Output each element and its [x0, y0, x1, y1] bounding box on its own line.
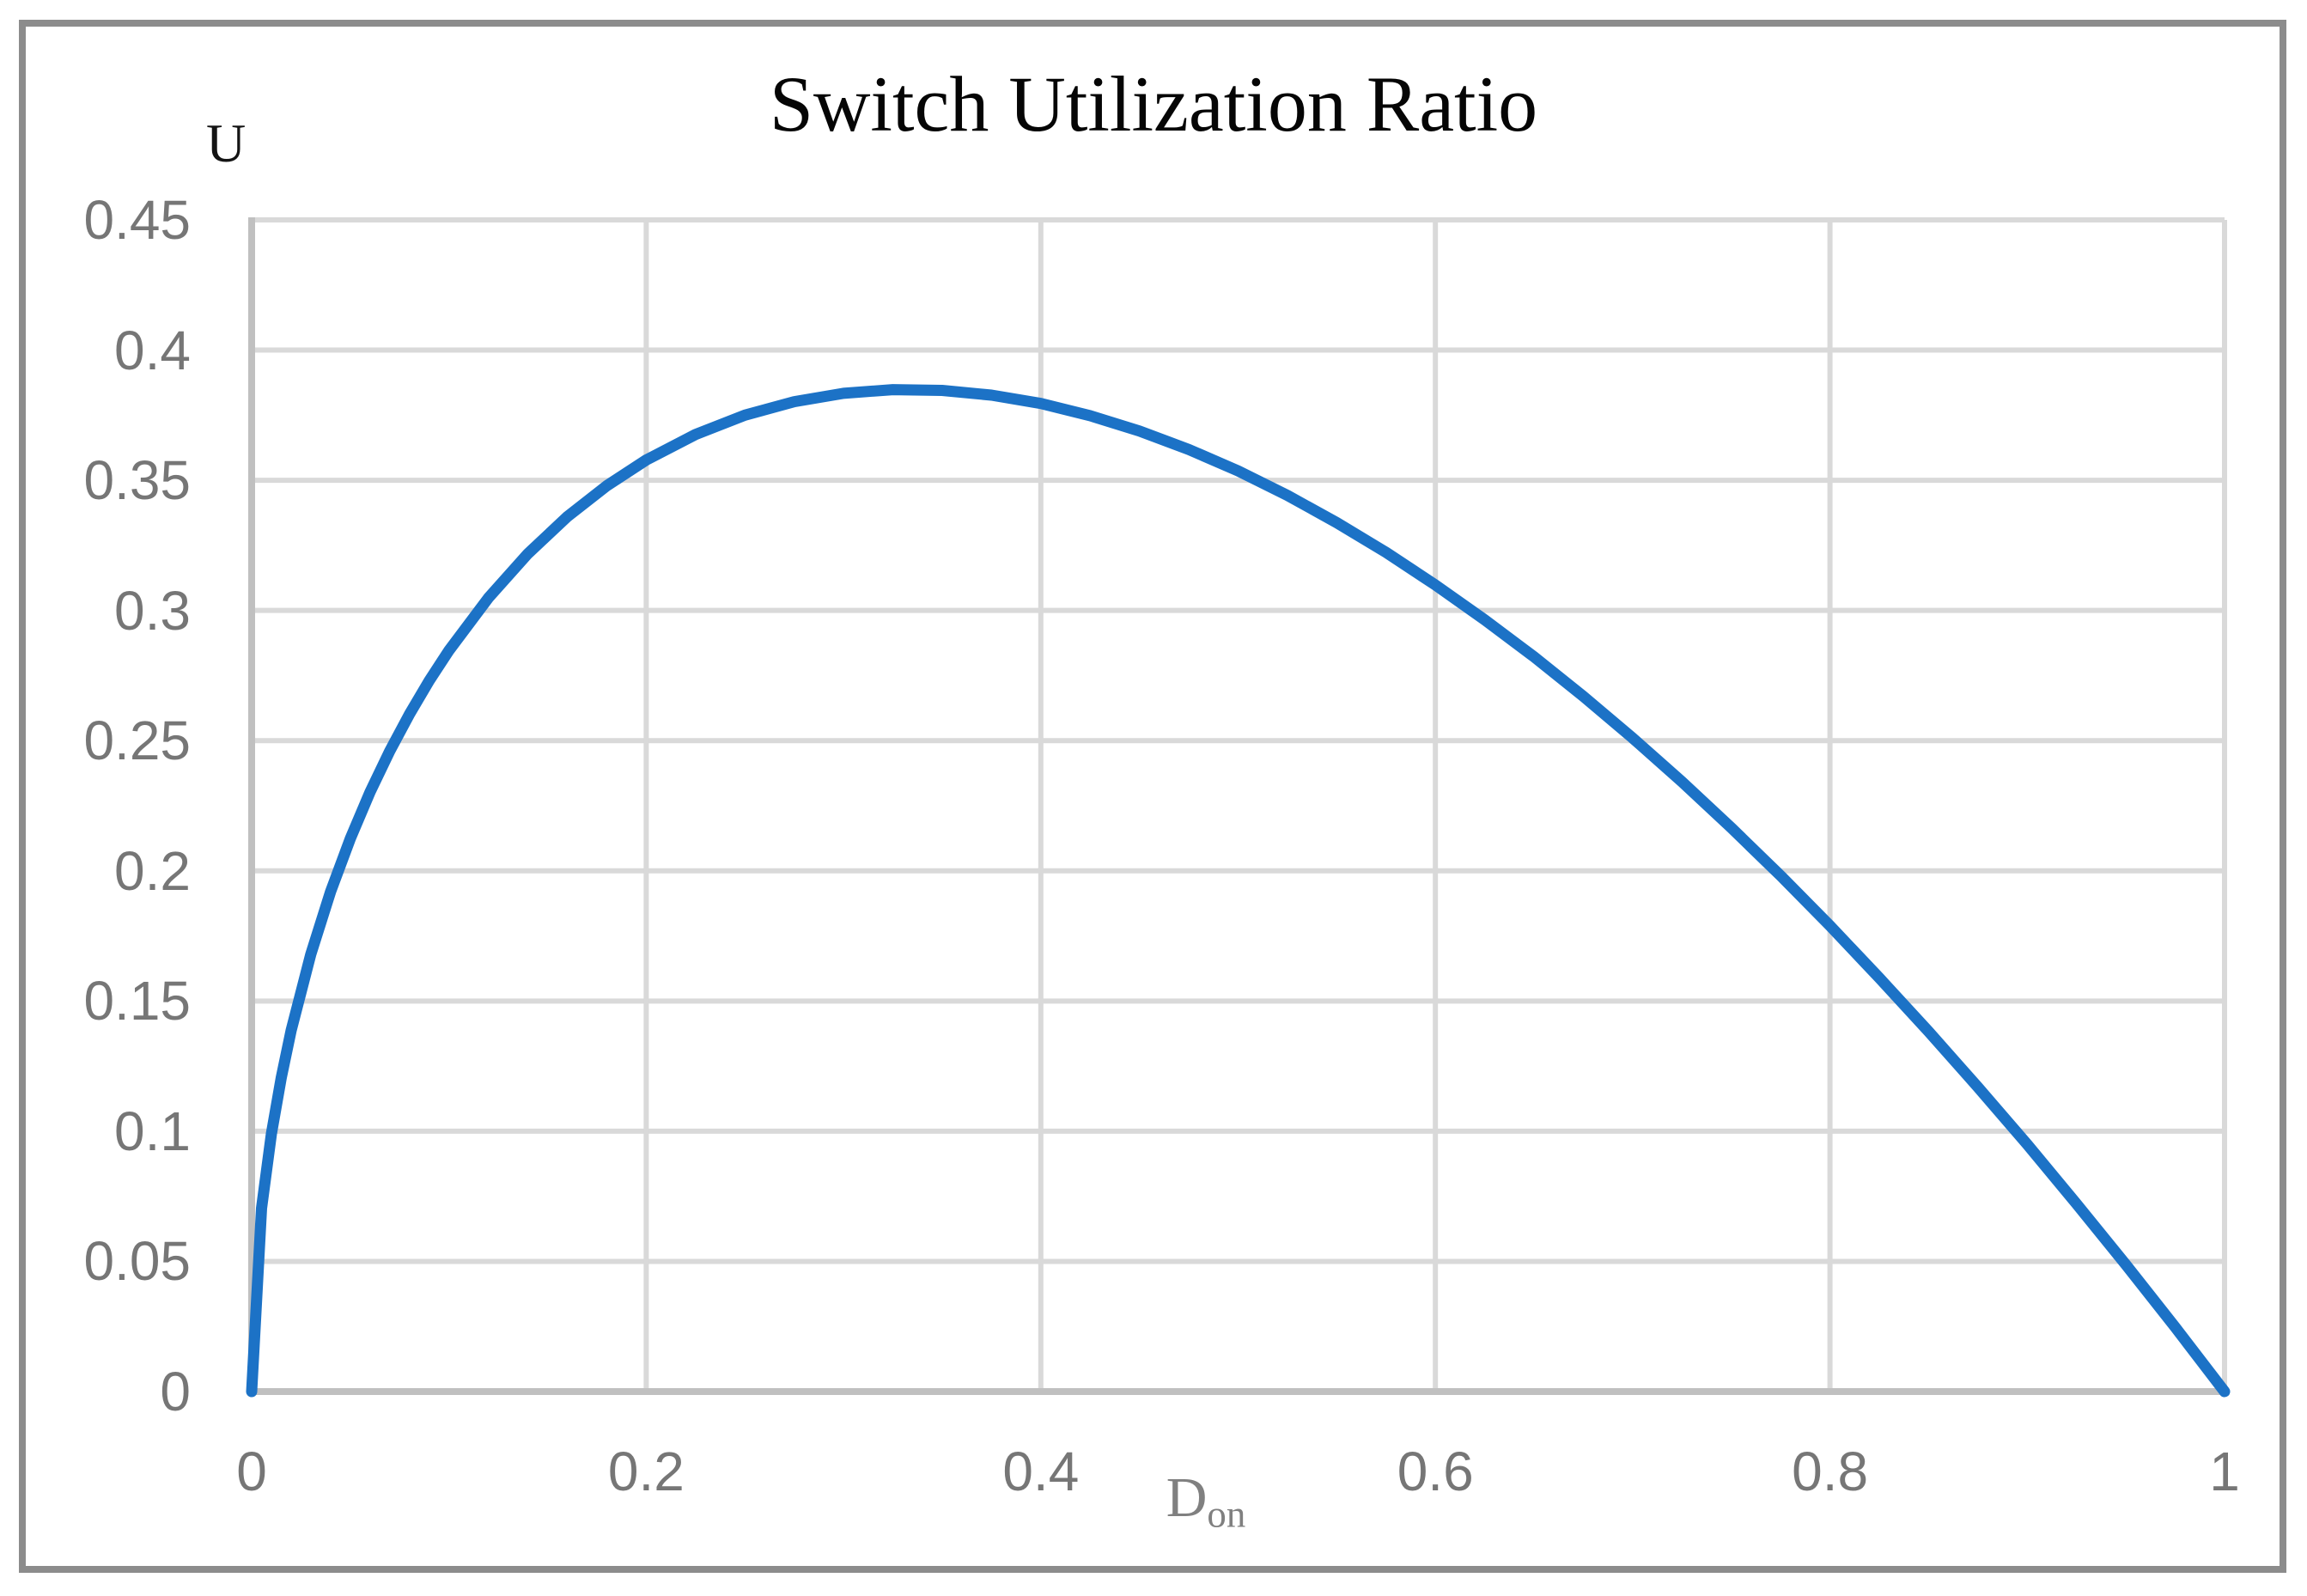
y-tick-label: 0.35	[83, 449, 191, 512]
x-tick-label: 0.6	[1397, 1441, 1474, 1502]
y-tick-label: 0.1	[114, 1100, 191, 1162]
x-tick-label: 0.8	[1792, 1441, 1869, 1502]
y-tick-label: 0.2	[114, 839, 191, 902]
x-axis-title: Don	[1166, 1465, 1246, 1537]
y-tick-label: 0.3	[114, 579, 191, 642]
y-tick-label: 0	[160, 1361, 191, 1422]
y-tick-label: 0.4	[114, 319, 191, 381]
x-axis-title-main: D	[1166, 1466, 1208, 1529]
x-tick-label: 0.4	[1002, 1441, 1080, 1502]
y-axis-title: U	[206, 113, 247, 174]
y-tick-label: 0.25	[83, 710, 191, 772]
x-tick-label: 0.2	[607, 1441, 685, 1502]
chart-border-frame	[19, 20, 2286, 1573]
data-curve	[246, 384, 2231, 1398]
y-tick-label: 0.05	[83, 1230, 191, 1293]
x-tick-label: 1	[2209, 1441, 2240, 1502]
x-axis-title-subscript: on	[1207, 1492, 1246, 1536]
y-tick-label: 0.45	[83, 189, 191, 251]
x-tick-label: 0	[236, 1441, 267, 1502]
chart-title: Switch Utilization Ratio	[769, 60, 1538, 148]
y-tick-label: 0.15	[83, 970, 191, 1033]
